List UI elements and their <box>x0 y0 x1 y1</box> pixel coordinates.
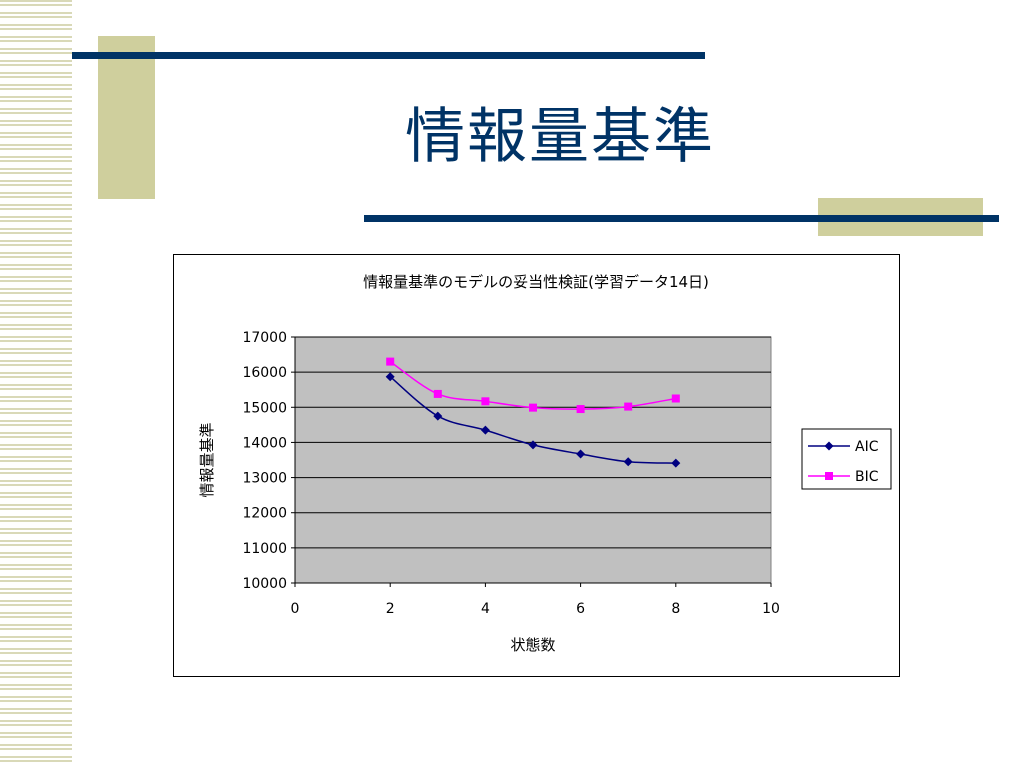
legend-marker-bic <box>825 472 833 480</box>
y-axis-ticks: 10000 11000 12000 13000 14000 15000 16000 17000 <box>242 330 295 592</box>
legend-label-bic: BIC <box>855 469 879 485</box>
data-point-bic <box>529 403 537 412</box>
y-tick-label: 14000 <box>242 435 287 451</box>
x-tick-label: 4 <box>481 601 490 617</box>
x-tick-label: 2 <box>386 601 395 617</box>
data-point-aic <box>480 425 490 435</box>
data-point-aic <box>433 411 443 421</box>
y-tick-label: 10000 <box>242 576 287 592</box>
y-tick-label: 13000 <box>242 471 287 487</box>
legend-marker-aic <box>824 441 834 451</box>
gridlines <box>295 336 771 549</box>
legend: AIC BIC <box>801 428 892 490</box>
legend-box <box>801 428 892 490</box>
y-tick-label: 11000 <box>242 541 287 557</box>
data-point-aic <box>385 372 395 382</box>
data-point-aic <box>528 440 538 450</box>
x-axis-label: 状態数 <box>510 636 555 654</box>
data-point-aic <box>623 457 633 467</box>
plot-area <box>294 336 772 584</box>
x-tick-label: 0 <box>291 601 300 617</box>
information-criteria-chart: 情報量基準のモデルの妥当性検証(学習データ14日) 10000 11000 1200… <box>198 273 892 654</box>
y-axis-label: 情報量基準 <box>198 422 216 497</box>
x-axis-ticks: 0 2 4 6 8 10 <box>291 583 780 617</box>
series-layer <box>385 357 681 468</box>
data-point-aic <box>576 449 586 459</box>
x-tick-label: 10 <box>762 601 780 617</box>
accent-block-left <box>98 36 155 199</box>
chart-frame: 情報量基準のモデルの妥当性検証(学習データ14日) 10000 11000 1200… <box>173 254 900 677</box>
y-tick-label: 12000 <box>242 506 287 522</box>
data-point-bic <box>671 394 680 403</box>
y-tick-label: 15000 <box>242 400 287 416</box>
data-point-bic <box>386 357 395 366</box>
data-point-bic <box>624 402 633 411</box>
decorative-stripes <box>0 0 72 768</box>
data-point-bic <box>481 397 490 406</box>
chart-title: 情報量基準のモデルの妥当性検証(学習データ14日) <box>363 273 709 291</box>
x-tick-label: 6 <box>576 601 585 617</box>
data-point-bic <box>433 389 442 398</box>
x-tick-label: 8 <box>671 601 680 617</box>
data-point-aic <box>671 458 681 468</box>
legend-label-aic: AIC <box>855 439 879 455</box>
title-rule-top <box>72 52 705 59</box>
data-point-bic <box>576 405 585 414</box>
y-tick-label: 17000 <box>242 330 287 346</box>
title-rule-bottom <box>364 215 999 222</box>
y-tick-label: 16000 <box>242 365 287 381</box>
slide-title: 情報量基準 <box>405 102 715 172</box>
